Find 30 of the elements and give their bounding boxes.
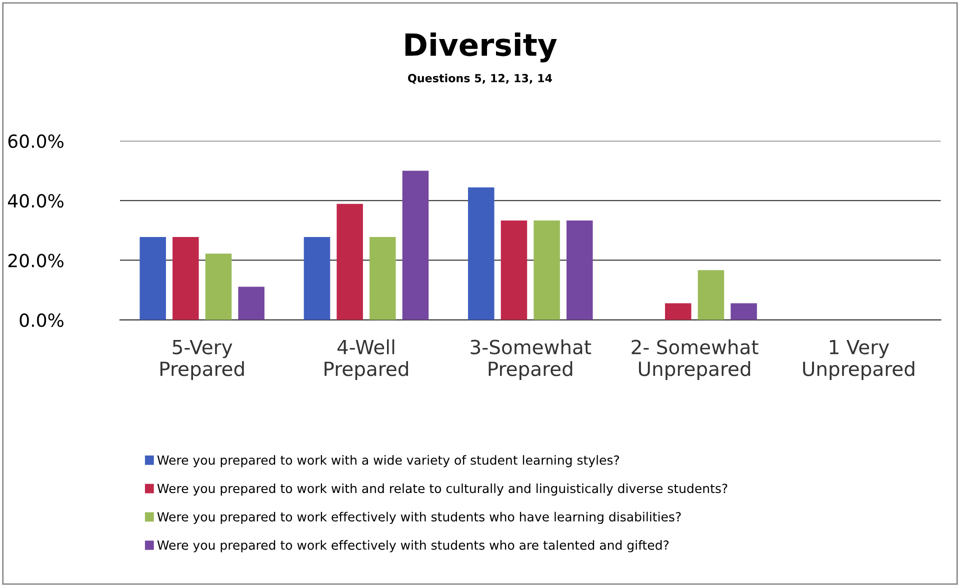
bar — [304, 236, 330, 320]
bar — [370, 236, 396, 320]
bar — [238, 286, 264, 320]
y-tick-label: 0.0% — [20, 313, 64, 328]
bar — [172, 236, 199, 320]
legend-label: Were you prepared to work with a wide variety of student learning styles? — [157, 455, 620, 468]
legend-label: Were you prepared to work effectively with students who are talented and gifted? — [157, 540, 669, 552]
bar — [336, 204, 363, 320]
x-tick-label: 1 Very Unprepared — [803, 340, 914, 380]
y-tick-label: 20.0% — [8, 254, 64, 268]
x-tick-label: 2- Somewhat Unprepared — [632, 339, 758, 380]
bar — [402, 170, 429, 320]
y-tick-label: 60.0% — [8, 134, 64, 148]
bar — [665, 303, 692, 320]
x-tick-label: 4-Well Prepared — [324, 339, 408, 380]
bar — [140, 236, 166, 320]
bar — [500, 220, 528, 320]
bar — [730, 303, 757, 320]
legend-label: Were you prepared to work effectively with students who have learning disabilities? — [157, 512, 681, 524]
bar — [534, 220, 560, 320]
bar — [468, 187, 494, 320]
x-tick-label: 3-Somewhat Prepared — [470, 339, 592, 380]
chart-subtitle: Questions 5, 12, 13, 14 — [408, 74, 552, 84]
bar — [205, 254, 232, 320]
y-tick-label: 40.0% — [8, 194, 64, 208]
x-tick-label: 5-Very Prepared — [160, 340, 244, 380]
bar — [566, 220, 593, 320]
legend-label: Were you prepared to work with and relate to culturally and linguistically diverse students? — [157, 483, 728, 496]
bar — [698, 270, 724, 320]
chart-title: Diversity — [405, 32, 557, 62]
